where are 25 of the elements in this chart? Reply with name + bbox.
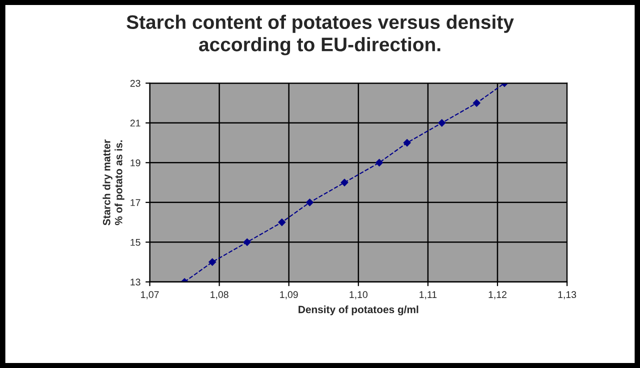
x-tick-label: 1,07 [141,291,159,300]
chart-title: Starch content of potatoes versus density according to EU-direction. [126,14,514,56]
y-tick-label: 15 [130,238,140,246]
y-tick-label: 19 [130,159,140,166]
point [208,258,216,266]
y-tick-label: 21 [130,120,140,126]
x-tick-label: 1,09 [280,291,298,300]
x-tick-label: 1,13 [558,291,576,300]
y-tick-label: 13 [130,278,140,286]
point [376,159,383,166]
point [403,139,411,146]
point [472,99,480,107]
point [340,178,348,186]
x-tick-label: 1,12 [488,291,506,300]
point [278,218,286,226]
x-axis-title: Density of potatoes g/ml [298,306,418,316]
point [306,198,314,206]
y-axis-title: Starch dry matter % of potato as is. [102,140,124,226]
x-tick-label: 1,08 [210,291,228,300]
y-tick-label: 23 [130,80,140,87]
point [243,238,251,246]
x-tick-label: 1,11 [420,291,437,300]
point [438,119,446,127]
x-tick-label: 1,10 [350,291,368,300]
y-tick-label: 17 [130,199,140,206]
